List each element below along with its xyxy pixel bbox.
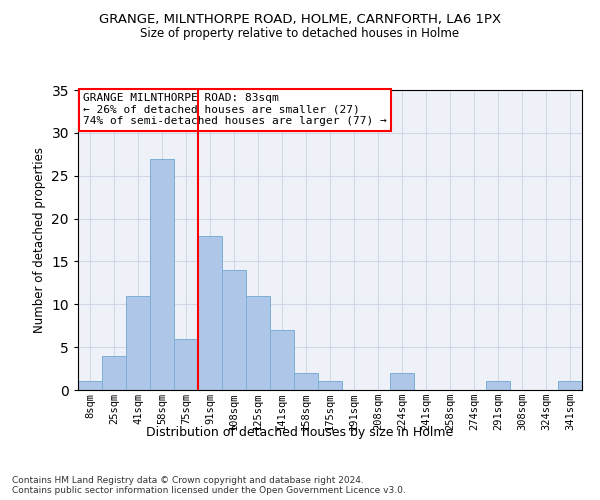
Text: Size of property relative to detached houses in Holme: Size of property relative to detached ho… xyxy=(140,28,460,40)
Text: Distribution of detached houses by size in Holme: Distribution of detached houses by size … xyxy=(146,426,454,439)
Bar xyxy=(174,338,198,390)
Bar xyxy=(558,382,582,390)
Text: GRANGE MILNTHORPE ROAD: 83sqm
← 26% of detached houses are smaller (27)
74% of s: GRANGE MILNTHORPE ROAD: 83sqm ← 26% of d… xyxy=(83,93,387,126)
Bar xyxy=(126,296,150,390)
Bar xyxy=(270,330,294,390)
Bar xyxy=(486,382,510,390)
Bar xyxy=(102,356,126,390)
Y-axis label: Number of detached properties: Number of detached properties xyxy=(33,147,46,333)
Bar xyxy=(78,382,102,390)
Text: Contains HM Land Registry data © Crown copyright and database right 2024.
Contai: Contains HM Land Registry data © Crown c… xyxy=(12,476,406,495)
Bar xyxy=(246,296,270,390)
Bar xyxy=(318,382,342,390)
Bar xyxy=(198,236,222,390)
Bar xyxy=(222,270,246,390)
Bar xyxy=(294,373,318,390)
Text: GRANGE, MILNTHORPE ROAD, HOLME, CARNFORTH, LA6 1PX: GRANGE, MILNTHORPE ROAD, HOLME, CARNFORT… xyxy=(99,12,501,26)
Bar xyxy=(150,158,174,390)
Bar xyxy=(390,373,414,390)
